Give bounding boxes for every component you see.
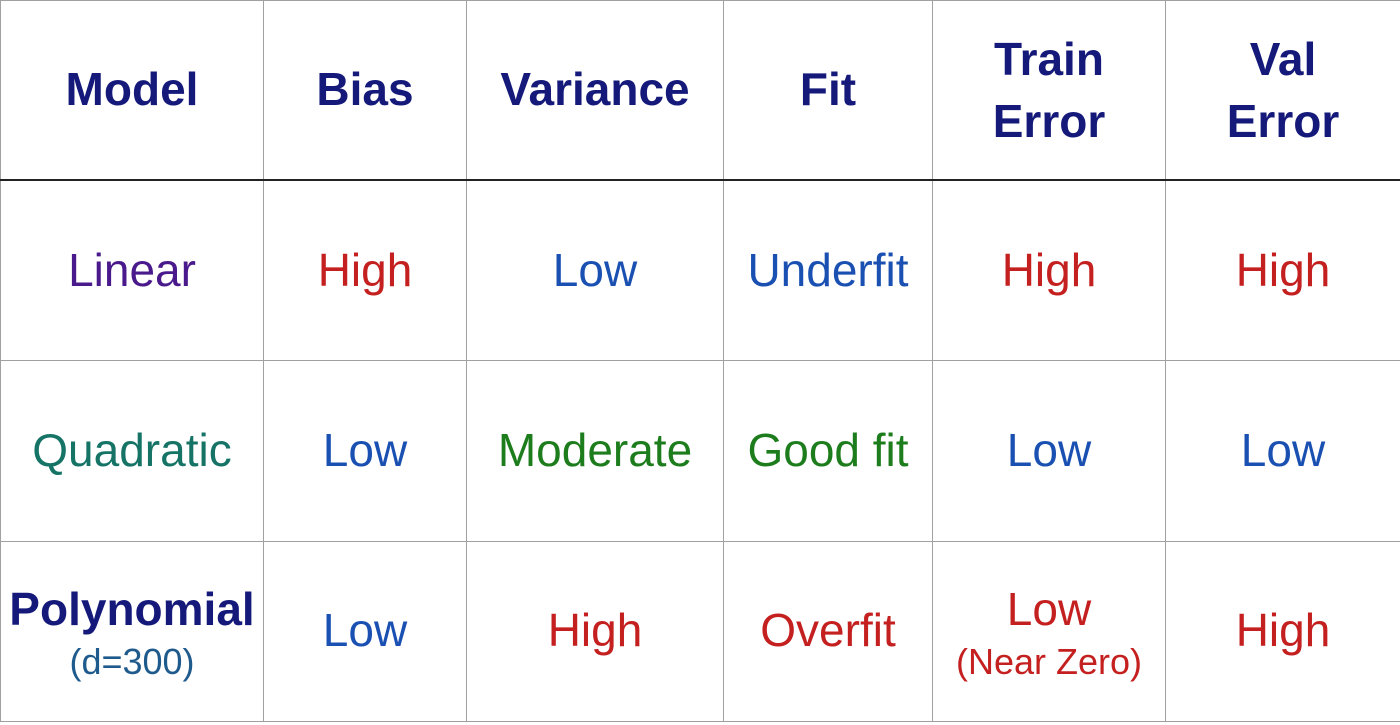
row: Linear High Low Underfit High High	[0, 179, 1400, 362]
cell: Good fit	[723, 360, 933, 542]
cell: Low	[1165, 360, 1400, 542]
header-text: Val Error	[1226, 32, 1340, 147]
cell-text: Low	[1006, 582, 1092, 635]
header-cell: Fit	[723, 0, 933, 181]
cell: High	[1165, 540, 1400, 723]
cell: Low	[263, 360, 467, 542]
table-header: Model Bias Variance Fit Train Error Val …	[0, 0, 1400, 181]
cell-note: (d=300)	[69, 640, 195, 682]
cell: Low	[932, 360, 1166, 542]
header-cell: Model	[0, 0, 264, 181]
cell: Low	[263, 540, 467, 723]
cell: Low (Near Zero)	[932, 540, 1166, 723]
cell: Moderate	[466, 360, 724, 542]
cell: High	[932, 179, 1166, 362]
header-cell: Bias	[263, 0, 467, 181]
cell: Overfit	[723, 540, 933, 723]
cell: High	[1165, 179, 1400, 362]
header-cell: Train Error	[932, 0, 1166, 181]
header-row: Model Bias Variance Fit Train Error Val …	[0, 0, 1400, 181]
cell-note: (Near Zero)	[955, 640, 1143, 682]
cell: Underfit	[723, 179, 933, 362]
header-cell: Val Error	[1165, 0, 1400, 181]
cell: Low	[466, 179, 724, 362]
header-text: Train Error	[992, 32, 1106, 147]
table-body: Linear High Low Underfit High High Quadr…	[0, 179, 1400, 723]
cell: Quadratic	[0, 360, 264, 542]
cell-text: Polynomial	[9, 582, 255, 635]
cell: Linear	[0, 179, 264, 362]
cell: High	[466, 540, 724, 723]
cell: High	[263, 179, 467, 362]
header-cell: Variance	[466, 0, 724, 181]
row: Quadratic Low Moderate Good fit Low Low	[0, 360, 1400, 542]
row: Polynomial (d=300) Low High Overfit Low …	[0, 540, 1400, 723]
cell: Polynomial (d=300)	[0, 540, 264, 723]
